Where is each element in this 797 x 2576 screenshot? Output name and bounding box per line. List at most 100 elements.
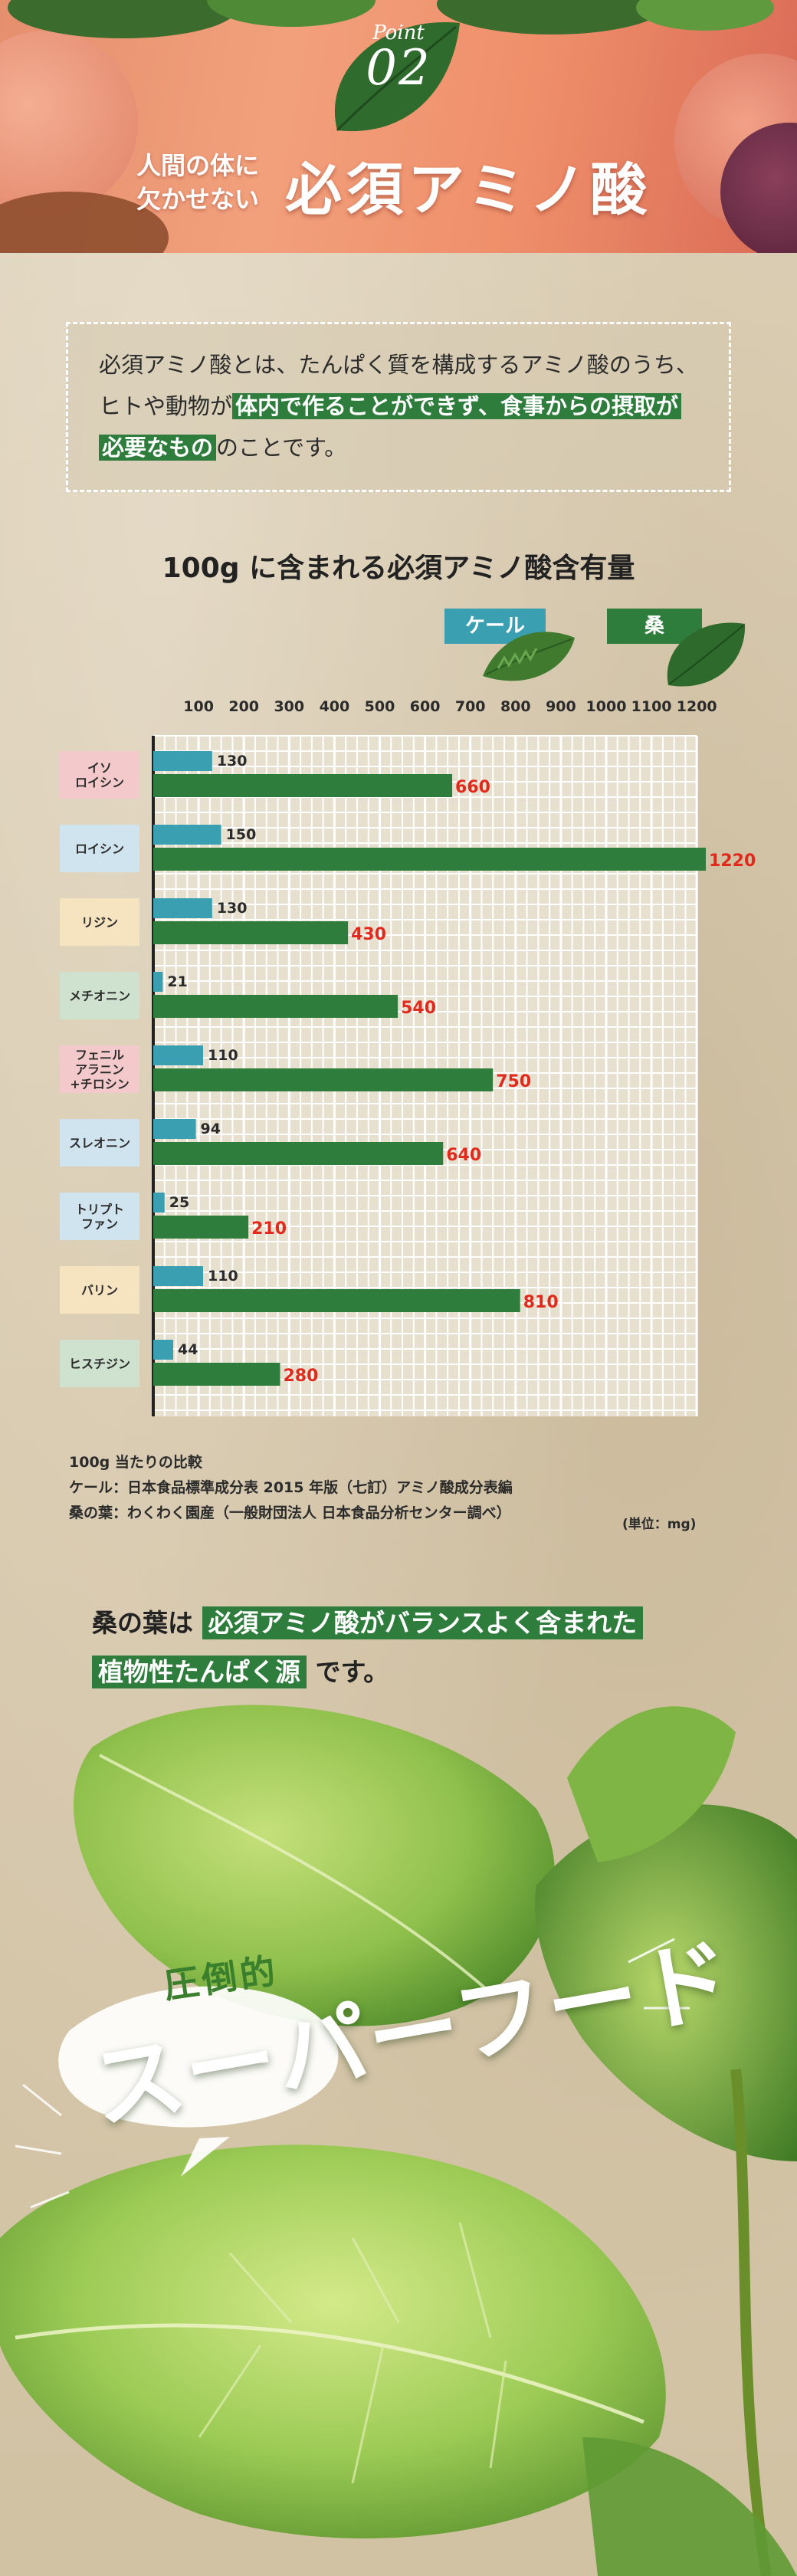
x-tick-label: 200 bbox=[228, 698, 259, 715]
category-label-box bbox=[60, 1340, 139, 1387]
leaf-decoration-icon bbox=[8, 0, 774, 38]
kale-value-label: 110 bbox=[208, 1047, 238, 1064]
mulberry-value-label: 750 bbox=[496, 1072, 531, 1091]
category-label-box bbox=[60, 1119, 139, 1167]
x-tick-label: 1000 bbox=[586, 698, 627, 715]
mulberry-leaves-illustration bbox=[0, 1705, 797, 2576]
kale-bar bbox=[153, 751, 212, 771]
category-label: トリプト bbox=[75, 1203, 124, 1217]
mulberry-value-label: 1220 bbox=[709, 852, 756, 871]
category-label: リジン bbox=[81, 915, 118, 930]
intro-text-before: 必須アミノ酸とは、たんぱく質を構成するアミノ酸のうち、ヒトや動物が bbox=[99, 352, 698, 419]
mulberry-bar bbox=[153, 1289, 520, 1312]
category-label-box bbox=[60, 1045, 139, 1093]
kale-bar bbox=[153, 898, 212, 918]
kale-bar bbox=[153, 972, 163, 992]
note-line-2: ケール：日本食品標準成分表 2015 年版（七訂）アミノ酸成分表編 bbox=[69, 1479, 513, 1496]
point-number: 02 bbox=[366, 40, 431, 97]
category-label-box bbox=[60, 898, 139, 946]
mulberry-bar bbox=[153, 774, 453, 797]
kale-value-label: 110 bbox=[208, 1268, 238, 1285]
x-tick-label: 700 bbox=[455, 698, 486, 715]
kale-value-label: 94 bbox=[201, 1121, 221, 1137]
kale-bar bbox=[153, 1119, 196, 1139]
intro-text: 必須アミノ酸とは、たんぱく質を構成するアミノ酸のうち、ヒトや動物が 体内で作ること… bbox=[99, 344, 712, 468]
mulberry-bar bbox=[153, 921, 349, 944]
note-line-1: 100g 当たりの比較 bbox=[69, 1454, 202, 1471]
mulberry-value-label: 280 bbox=[283, 1367, 318, 1386]
intro-text-after: のことです。 bbox=[216, 435, 347, 461]
mulberry-leaf-icon bbox=[667, 622, 746, 687]
category-label: バリン bbox=[81, 1283, 118, 1298]
category-label: ファン bbox=[81, 1217, 118, 1232]
category-label: +チロシン bbox=[70, 1077, 129, 1091]
intro-highlight-2: 必要なもの bbox=[99, 435, 217, 461]
intro-highlight-1: 体内で作ることができず、食事からの摂取が bbox=[232, 393, 681, 419]
x-tick-label: 1200 bbox=[677, 698, 717, 715]
mulberry-value-label: 430 bbox=[351, 925, 386, 944]
mulberry-bar bbox=[153, 995, 398, 1018]
mulberry-bar bbox=[153, 848, 707, 871]
kale-bar bbox=[153, 1045, 204, 1065]
point-label: Point bbox=[372, 21, 425, 44]
category-label: ロイシン bbox=[75, 776, 124, 790]
x-tick-label: 100 bbox=[183, 698, 214, 715]
mulberry-bar bbox=[153, 1142, 444, 1165]
x-tick-label: 1100 bbox=[631, 698, 672, 715]
category-label: ヒスチジン bbox=[69, 1357, 130, 1371]
chart-notes: 100g 当たりの比較 ケール：日本食品標準成分表 2015 年版（七訂）アミノ… bbox=[69, 1450, 605, 1526]
x-tick-label: 900 bbox=[546, 698, 576, 715]
mulberry-value-label: 640 bbox=[446, 1146, 481, 1165]
mulberry-bar bbox=[153, 1363, 280, 1386]
conclusion-highlight-2: 植物性たんぱく源 bbox=[92, 1656, 307, 1688]
category-label: イソ bbox=[87, 761, 112, 776]
category-label-box bbox=[60, 1266, 139, 1314]
header-subtitle: 人間の体に 欠かせない bbox=[136, 149, 290, 216]
header-banner: Point 02 人間の体に 欠かせない 必須アミノ酸 bbox=[0, 0, 797, 253]
x-tick-label: 800 bbox=[500, 698, 531, 715]
conclusion-text: 桑の葉は 必須アミノ酸がバランスよく含まれた 植物性たんぱく源 です。 bbox=[92, 1599, 751, 1697]
kale-leaf-icon bbox=[483, 632, 575, 681]
chart-title: 100g に含まれる必須アミノ酸含有量 bbox=[162, 553, 635, 584]
category-label-box bbox=[60, 825, 139, 872]
mulberry-value-label: 810 bbox=[523, 1293, 559, 1312]
conclusion-highlight-1: 必須アミノ酸がバランスよく含まれた bbox=[202, 1606, 644, 1639]
category-label: フェニル bbox=[75, 1048, 124, 1062]
category-label-box bbox=[60, 751, 139, 799]
kale-value-label: 44 bbox=[178, 1341, 198, 1358]
note-line-3: 桑の葉：わくわく園産（一般財団法人 日本食品分析センター調べ） bbox=[69, 1505, 511, 1521]
point-leaf-icon bbox=[334, 22, 460, 132]
kale-bar bbox=[153, 1340, 174, 1360]
category-label-box bbox=[60, 1193, 139, 1240]
conclusion-suffix: です。 bbox=[315, 1657, 389, 1687]
header-subtitle-line2: 欠かせない bbox=[136, 185, 260, 214]
conclusion-prefix: 桑の葉は bbox=[92, 1608, 193, 1638]
page-title: 必須アミノ酸 bbox=[285, 157, 652, 223]
mulberry-bar bbox=[153, 1068, 494, 1091]
mulberry-bar bbox=[153, 1216, 249, 1239]
mulberry-value-label: 210 bbox=[251, 1219, 287, 1239]
category-label: スレオニン bbox=[69, 1136, 130, 1150]
kale-bar bbox=[153, 1193, 165, 1213]
mulberry-value-label: 540 bbox=[401, 999, 436, 1018]
x-tick-label: 400 bbox=[320, 698, 350, 715]
amino-acid-chart: 100 200 300 400 500 600 700 800 900 1000 1100 1200 イ… bbox=[60, 698, 756, 1416]
category-label: アラニン bbox=[75, 1062, 124, 1077]
kale-bar bbox=[153, 1266, 204, 1286]
header-subtitle-line1: 人間の体に bbox=[136, 151, 260, 180]
intro-box: 必須アミノ酸とは、たんぱく質を構成するアミノ酸のうち、ヒトや動物が 体内で作ること… bbox=[66, 322, 731, 492]
kale-value-label: 25 bbox=[169, 1194, 189, 1211]
kale-value-label: 21 bbox=[167, 973, 187, 990]
kale-value-label: 130 bbox=[217, 900, 248, 917]
category-label: メチオニン bbox=[69, 989, 130, 1003]
unit-label: (単位：mg) bbox=[622, 1517, 697, 1532]
kale-bar bbox=[153, 825, 221, 845]
kale-value-label: 150 bbox=[226, 826, 257, 843]
x-tick-label: 500 bbox=[365, 698, 395, 715]
x-tick-label: 600 bbox=[410, 698, 441, 715]
kale-value-label: 130 bbox=[217, 753, 248, 770]
category-label: ロイシン bbox=[75, 842, 124, 856]
legend-kale: ケール bbox=[444, 609, 546, 644]
x-tick-label: 300 bbox=[274, 698, 304, 715]
mulberry-value-label: 660 bbox=[455, 778, 490, 797]
